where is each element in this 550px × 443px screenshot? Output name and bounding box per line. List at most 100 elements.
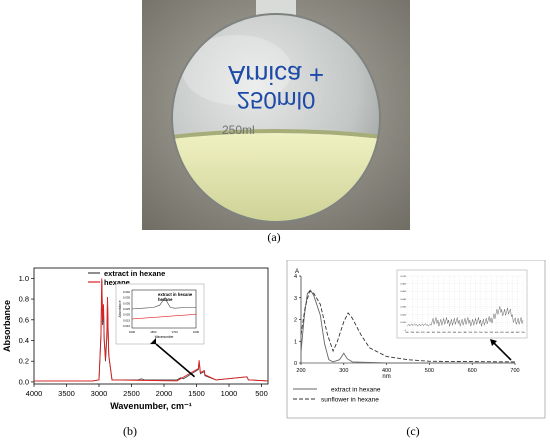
inset-x-tick-label: 500 <box>469 332 473 334</box>
caption-a: (a) <box>267 230 281 244</box>
inset-x-tick-label: 1900 <box>129 330 136 334</box>
x-axis-label: nm <box>382 374 390 380</box>
ir-spectrum-chart: 4000 3500 3000 2500 2000 1500 1000 500 0.0 0.2 0.4… <box>2 267 269 411</box>
legend-label: extract in hexane <box>331 387 381 394</box>
plot-frame <box>33 267 269 385</box>
flask-label-line2: 250ml0 <box>237 86 316 113</box>
inset-x-tick-label: 420 <box>448 332 452 334</box>
inset-x-tick-label: 260 <box>405 332 409 334</box>
inset-series-line <box>131 297 196 310</box>
y-tick-label: 0.4 <box>19 336 29 345</box>
inset-y-tick-label: 0.015 <box>123 318 130 322</box>
inset-x-tick-label: 1700 <box>172 330 179 334</box>
inset-x-tick-label: 580 <box>490 332 494 334</box>
x-tick-label: 2500 <box>123 389 140 398</box>
inset-legend-label: hexane <box>158 297 173 302</box>
flask-photo: Arnica + 250ml0 250ml <box>142 0 410 230</box>
series-line-extract <box>300 289 515 364</box>
y-tick-label: 0.8 <box>19 295 29 304</box>
x-tick-label: 1000 <box>221 389 238 398</box>
x-tick-label: 1500 <box>188 389 205 398</box>
y-axis-label: A <box>295 269 299 275</box>
inset-x-tick-label: 680 <box>516 332 520 334</box>
legend-label: hexane <box>104 278 130 287</box>
inset-x-tick-label: 600 <box>495 332 499 334</box>
inset-x-tick-label: 380 <box>437 332 441 334</box>
y-tick-label: 0 <box>294 361 297 367</box>
zoom-arrowhead <box>150 338 156 344</box>
inset-x-tick-label: 660 <box>511 332 515 334</box>
y-axis-label: Absorbance <box>2 300 12 352</box>
inset-y-tick-label: 0.025 <box>123 307 130 311</box>
inset-y-tick-label: 0.060 <box>401 284 407 286</box>
inset-y-tick-label: 0.030 <box>123 301 130 305</box>
inset-y-tick-label: 0.010 <box>401 322 407 324</box>
x-tick-label: 4000 <box>26 389 43 398</box>
inset-x-axis-label: Wavenumber <box>155 335 175 339</box>
y-tick-label: 1.0 <box>19 274 29 283</box>
y-tick-label: 2 <box>294 318 297 324</box>
x-tick-label: 3500 <box>58 389 75 398</box>
inset-x-tick-label: 640 <box>506 332 510 334</box>
y-tick-label: 3 <box>294 296 297 302</box>
inset-x-tick-label: 440 <box>453 332 457 334</box>
inset-x-tick-label: 1800 <box>150 330 157 334</box>
legend-label: sunflower in hexane <box>321 397 379 404</box>
inset-y-tick-label: 0.010 <box>123 324 130 328</box>
inset-series-line <box>131 314 197 320</box>
zoom-arrow <box>155 343 196 378</box>
x-tick-label: 700 <box>510 368 519 374</box>
x-tick-label: 600 <box>468 368 477 374</box>
series-line-sunflower <box>300 290 516 363</box>
inset-x-tick-label: 560 <box>484 332 488 334</box>
inset-box <box>115 283 205 345</box>
inset-y-tick-label: 0 <box>405 330 407 332</box>
inset-y-tick-label: 0.050 <box>401 291 407 293</box>
inset-y-tick-label: 0.040 <box>123 290 130 294</box>
flask-volume-mark: 250ml <box>222 123 255 137</box>
inset-x-tick-label: 400 <box>442 332 446 334</box>
caption-b: (b) <box>123 424 137 438</box>
glass-highlight <box>182 35 292 105</box>
x-tick-label: 500 <box>255 389 268 398</box>
y-tick-label: 0.6 <box>19 315 29 324</box>
x-tick-label: 400 <box>382 368 391 374</box>
inset-x-tick-label: 280 <box>411 332 415 334</box>
inset-x-tick-label: 700 <box>521 332 525 334</box>
y-tick-label: 4 <box>294 274 297 280</box>
inset-y-tick-label: 0.040 <box>401 299 407 301</box>
inset-y-tick-label: 0.020 <box>123 313 130 317</box>
caption-c: (c) <box>406 424 420 438</box>
inset-x-tick-label: 340 <box>426 332 430 334</box>
inset-x-tick-label: 480 <box>463 332 467 334</box>
y-tick-label: 0.0 <box>19 377 29 386</box>
series-line-hexane <box>34 278 269 382</box>
inset-x-tick-label: 460 <box>458 332 462 334</box>
x-tick-label: 500 <box>425 368 434 374</box>
x-axis-label: Wavenumber, cm⁻¹ <box>110 401 191 411</box>
inset-series-line <box>406 306 524 327</box>
inset-y-tick-label: 0.035 <box>123 296 130 300</box>
x-tick-label: 2000 <box>156 389 173 398</box>
inset-x-tick-label: 360 <box>432 332 436 334</box>
inset-y-tick-label: 0.070 <box>401 276 407 278</box>
flask-label-line1: Arnica + <box>228 60 324 90</box>
y-tick-label: 1 <box>294 339 297 345</box>
x-tick-label: 300 <box>339 368 348 374</box>
inset-y-tick-label: 0.030 <box>401 307 407 309</box>
zoom-arrowhead <box>490 339 497 346</box>
inset-y-axis-label: Absorbance <box>118 300 122 317</box>
liquid-meniscus <box>172 129 380 140</box>
inset-y-tick-label: 0.020 <box>401 314 407 316</box>
inset-x-tick-label: 520 <box>474 332 478 334</box>
inset-legend-label: extract in hexane <box>158 292 193 297</box>
inset-x-tick-label: 1600 <box>193 330 200 334</box>
inset-x-tick-label: 620 <box>500 332 504 334</box>
inset-x-tick-label: 300 <box>416 332 420 334</box>
y-tick-label: 0.2 <box>19 357 29 366</box>
legend-label: extract in hexane <box>104 269 165 278</box>
inset-box <box>396 269 528 339</box>
x-tick-label: 3000 <box>91 389 108 398</box>
inset-x-tick-label: 320 <box>421 332 425 334</box>
